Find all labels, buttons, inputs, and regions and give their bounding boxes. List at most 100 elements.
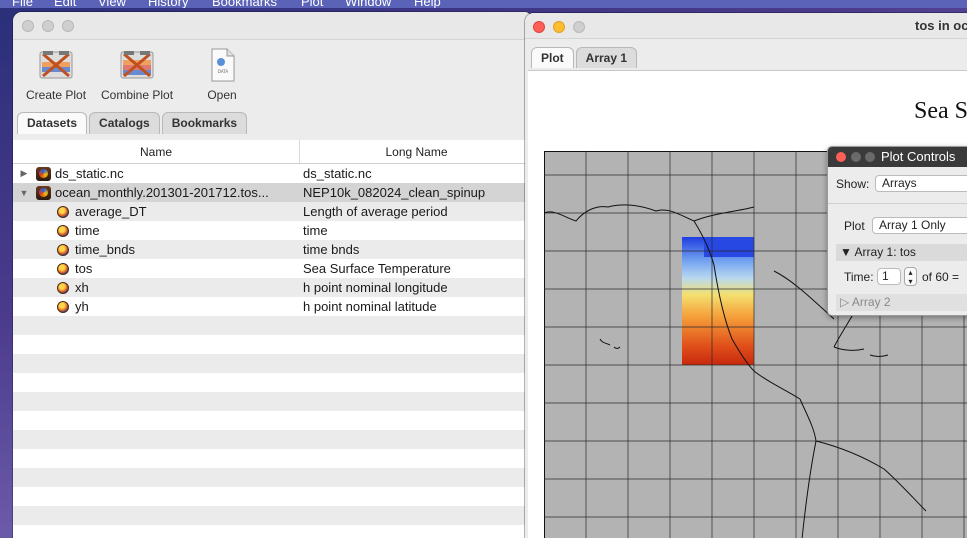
dataset-icon xyxy=(36,185,51,200)
plot-window-title: tos in oc xyxy=(915,18,967,33)
variable-icon xyxy=(57,243,69,256)
column-header-name[interactable]: Name xyxy=(13,140,300,163)
disclosure-triangle-icon[interactable]: ▶ xyxy=(20,168,28,178)
row-name: yh xyxy=(75,299,89,314)
datasets-titlebar xyxy=(13,12,533,40)
empty-row xyxy=(13,373,533,392)
empty-row xyxy=(13,316,533,335)
close-button[interactable] xyxy=(22,20,34,32)
disclosure-triangle-open-icon[interactable]: ▼ xyxy=(19,187,29,198)
empty-row xyxy=(13,411,533,430)
menu-window[interactable]: Window xyxy=(345,0,392,8)
column-header-long-name[interactable]: Long Name xyxy=(385,144,448,159)
row-name: time xyxy=(75,223,100,238)
time-of-total: of 60 = xyxy=(922,270,960,284)
table-row[interactable]: time_bnds time bnds xyxy=(13,240,533,259)
combine-plot-icon xyxy=(120,51,154,79)
row-name: xh xyxy=(75,280,89,295)
array-1-section-header[interactable]: ▼ Array 1: tos xyxy=(836,244,967,261)
table-row[interactable]: time time xyxy=(13,221,533,240)
menu-history[interactable]: History xyxy=(148,0,189,8)
map-coastlines xyxy=(544,151,927,538)
empty-row xyxy=(13,449,533,468)
dataset-icon xyxy=(36,166,51,181)
open-file-icon: DATA xyxy=(211,48,235,82)
tab-datasets[interactable]: Datasets xyxy=(17,112,88,134)
row-name: time_bnds xyxy=(75,242,135,257)
table-row[interactable]: yh h point nominal latitude xyxy=(13,297,533,316)
empty-row xyxy=(13,392,533,411)
show-label: Show: xyxy=(836,177,870,191)
menu-plot[interactable]: Plot xyxy=(301,0,324,8)
empty-row xyxy=(13,468,533,487)
minimize-button[interactable] xyxy=(553,21,565,33)
create-plot-label: Create Plot xyxy=(26,88,87,102)
menu-bar: File Edit View History Bookmarks Plot Wi… xyxy=(0,0,967,8)
time-stepper-icon[interactable]: ▴ ▾ xyxy=(904,267,917,286)
time-input[interactable]: 1 xyxy=(877,268,901,285)
toolbar: Create Plot Combine Plot DATA Ope xyxy=(13,40,533,106)
empty-row xyxy=(13,525,533,538)
minimize-icon[interactable] xyxy=(851,152,861,162)
empty-row xyxy=(13,430,533,449)
row-long-name: h point nominal latitude xyxy=(303,299,437,314)
time-label: Time: xyxy=(844,270,874,284)
plot-mode-select[interactable]: Array 1 Only xyxy=(872,217,967,234)
row-long-name: Length of average period xyxy=(303,204,448,219)
tab-catalogs[interactable]: Catalogs xyxy=(89,112,160,134)
sst-cold-region xyxy=(704,237,754,257)
tab-bookmarks[interactable]: Bookmarks xyxy=(161,112,248,134)
dataset-tabs: Datasets Catalogs Bookmarks xyxy=(17,112,249,134)
array-2-section-header[interactable]: ▷ Array 2 xyxy=(836,294,967,311)
zoom-button[interactable] xyxy=(573,21,585,33)
menu-help[interactable]: Help xyxy=(414,0,441,8)
menu-edit[interactable]: Edit xyxy=(54,0,77,8)
row-name: tos xyxy=(75,261,93,276)
row-long-name: ds_static.nc xyxy=(303,166,372,181)
close-icon[interactable] xyxy=(836,152,846,162)
plot-titlebar: tos in oc xyxy=(525,13,967,39)
table-row[interactable]: average_DT Length of average period xyxy=(13,202,533,221)
empty-row xyxy=(13,487,533,506)
row-name: average_DT xyxy=(75,204,147,219)
row-name: ocean_monthly.201301-201712.tos... xyxy=(55,185,269,200)
divider xyxy=(828,203,967,204)
zoom-button[interactable] xyxy=(62,20,74,32)
plot-title: Sea S xyxy=(914,98,967,124)
table-row[interactable]: xh h point nominal longitude xyxy=(13,278,533,297)
row-long-name: time xyxy=(303,223,328,238)
menu-view[interactable]: View xyxy=(98,0,126,8)
menu-bookmarks[interactable]: Bookmarks xyxy=(212,0,278,8)
sst-data-patch xyxy=(682,237,754,365)
combine-plot-button[interactable]: Combine Plot xyxy=(101,46,173,102)
combine-plot-label: Combine Plot xyxy=(101,88,174,102)
menu-file[interactable]: File xyxy=(12,0,33,8)
map-gridlines xyxy=(544,151,967,538)
tab-array-1[interactable]: Array 1 xyxy=(575,47,638,68)
row-long-name: h point nominal longitude xyxy=(303,280,448,295)
table-row[interactable]: ▶ ds_static.nc ds_static.nc xyxy=(13,164,533,183)
table-row[interactable]: tos Sea Surface Temperature xyxy=(13,259,533,278)
table-header: Name Long Name xyxy=(13,140,533,164)
variable-icon xyxy=(57,224,69,237)
variable-icon xyxy=(57,262,69,275)
row-long-name: time bnds xyxy=(303,242,360,257)
close-button[interactable] xyxy=(533,21,545,33)
tab-plot[interactable]: Plot xyxy=(531,47,574,68)
table-row[interactable]: ▼ ocean_monthly.201301-201712.tos... NEP… xyxy=(13,183,533,202)
row-long-name: NEP10k_082024_clean_spinup xyxy=(303,185,486,200)
row-long-name: Sea Surface Temperature xyxy=(303,261,451,276)
open-button[interactable]: DATA Open xyxy=(203,46,241,102)
create-plot-button[interactable]: Create Plot xyxy=(26,46,86,102)
open-icon-caption: DATA xyxy=(218,69,229,74)
variable-icon xyxy=(57,281,69,294)
show-select[interactable]: Arrays xyxy=(875,175,967,192)
minimize-button[interactable] xyxy=(42,20,54,32)
open-label: Open xyxy=(207,88,237,102)
plot-controls-palette: Plot Controls Show: Arrays Plot Array 1 … xyxy=(827,146,967,316)
empty-row xyxy=(13,354,533,373)
datasets-window: Create Plot Combine Plot DATA Ope xyxy=(13,12,533,538)
row-name: ds_static.nc xyxy=(55,166,124,181)
zoom-icon[interactable] xyxy=(865,152,875,162)
empty-row xyxy=(13,506,533,525)
